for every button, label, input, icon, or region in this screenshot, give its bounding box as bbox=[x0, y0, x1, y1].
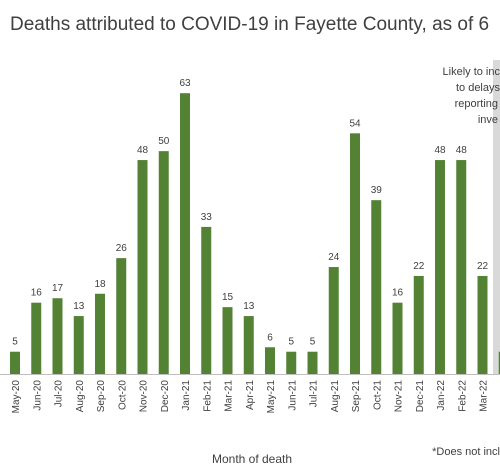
bar bbox=[435, 160, 445, 374]
value-label: 54 bbox=[349, 118, 361, 129]
bar bbox=[286, 351, 297, 374]
bar bbox=[180, 93, 190, 374]
x-tick-label: Dec-21 bbox=[415, 380, 426, 413]
value-label: 17 bbox=[52, 283, 64, 294]
value-label: 22 bbox=[413, 261, 425, 272]
bar bbox=[307, 351, 318, 374]
x-tick-label: Oct-21 bbox=[372, 380, 383, 410]
bar bbox=[137, 160, 148, 374]
bar bbox=[328, 267, 339, 374]
x-tick-label: Apr-21 bbox=[245, 380, 256, 410]
value-label: 63 bbox=[179, 78, 191, 89]
x-tick-label: Feb-22 bbox=[457, 380, 468, 412]
footnote: *Does not incl bbox=[432, 446, 500, 458]
value-label: 18 bbox=[94, 279, 106, 290]
value-label: 15 bbox=[222, 292, 234, 303]
value-label: 48 bbox=[456, 145, 468, 156]
x-tick-label: Jan-22 bbox=[436, 380, 447, 411]
bar bbox=[31, 302, 42, 374]
x-tick-label: Mar-22 bbox=[479, 380, 490, 412]
x-tick-label: Jan-21 bbox=[181, 380, 192, 411]
x-tick-label: Dec-20 bbox=[160, 380, 171, 413]
x-tick-label: May-20 bbox=[11, 380, 22, 414]
x-tick-label: Mar-21 bbox=[224, 380, 235, 412]
annotation: Likely to inc to delays reporting inve bbox=[443, 66, 500, 126]
bar bbox=[265, 347, 275, 374]
x-tick-label: Nov-21 bbox=[394, 380, 405, 413]
value-label: 13 bbox=[243, 301, 255, 312]
x-tick-label: Nov-20 bbox=[139, 380, 150, 413]
value-label: 16 bbox=[31, 288, 43, 299]
x-tick-label: May-21 bbox=[266, 380, 277, 414]
bar bbox=[222, 307, 233, 374]
annotation-line: to delays bbox=[456, 82, 500, 94]
value-label: 6 bbox=[267, 332, 273, 343]
x-tick-label: Jul-20 bbox=[54, 380, 65, 408]
x-tick-label: Oct-20 bbox=[117, 380, 128, 410]
bar bbox=[73, 316, 84, 374]
bar bbox=[477, 275, 488, 374]
value-label: 5 bbox=[288, 337, 294, 348]
bar bbox=[371, 200, 382, 374]
value-label: 22 bbox=[477, 261, 489, 272]
bar bbox=[350, 133, 360, 374]
value-label: 50 bbox=[158, 136, 170, 147]
bar bbox=[52, 298, 63, 374]
x-tick-label: Jun-21 bbox=[287, 380, 298, 411]
bar bbox=[392, 302, 403, 374]
x-tick-label: Aug-20 bbox=[75, 380, 86, 413]
value-label: 48 bbox=[434, 145, 446, 156]
value-label: 13 bbox=[73, 301, 85, 312]
x-tick-label: Jun-20 bbox=[32, 380, 43, 411]
value-label: 24 bbox=[328, 252, 340, 263]
value-label: 5 bbox=[12, 337, 18, 348]
x-tick-label: Sep-21 bbox=[351, 380, 362, 413]
value-label: 39 bbox=[371, 185, 383, 196]
annotation-line: reporting bbox=[455, 98, 498, 110]
value-label: 16 bbox=[392, 288, 404, 299]
bar bbox=[116, 258, 127, 374]
bar bbox=[158, 151, 169, 374]
value-label: 48 bbox=[137, 145, 149, 156]
x-tick-label: Jul-21 bbox=[309, 380, 320, 408]
x-tick-label: Aug-21 bbox=[330, 380, 341, 413]
bar bbox=[498, 351, 500, 374]
shaded-region bbox=[493, 60, 500, 374]
x-axis-label: Month of death bbox=[212, 452, 292, 466]
annotation-line: inve bbox=[478, 114, 498, 126]
bar bbox=[456, 160, 467, 374]
bar bbox=[95, 293, 105, 374]
value-label: 33 bbox=[201, 212, 213, 223]
bar bbox=[243, 316, 254, 374]
x-tick-label: Feb-21 bbox=[202, 380, 213, 412]
bar bbox=[413, 275, 424, 374]
value-label: 5 bbox=[310, 337, 316, 348]
annotation-line: Likely to inc bbox=[443, 66, 500, 78]
x-tick-label: Sep-20 bbox=[96, 380, 107, 413]
value-label: 26 bbox=[116, 243, 128, 254]
chart-title: Deaths attributed to COVID-19 in Fayette… bbox=[10, 14, 489, 35]
bar bbox=[10, 351, 20, 374]
bar bbox=[201, 226, 212, 374]
